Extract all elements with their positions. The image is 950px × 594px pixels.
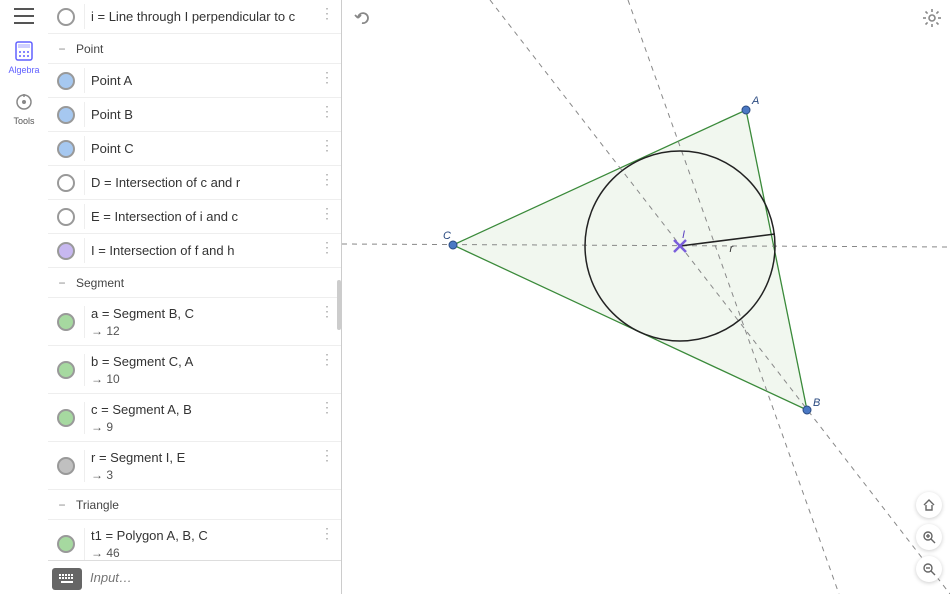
visibility-toggle[interactable] <box>57 535 75 553</box>
item-label: I = Intersection of f and h <box>84 238 341 263</box>
item-label: E = Intersection of i and c <box>84 204 341 229</box>
visibility-toggle[interactable] <box>57 72 75 90</box>
left-tool-strip: Algebra Tools <box>0 0 48 594</box>
collapse-icon[interactable]: − <box>54 42 70 56</box>
list-item-point-C[interactable]: Point C ⋮ <box>48 132 341 166</box>
list-item-point-E[interactable]: E = Intersection of i and c ⋮ <box>48 200 341 234</box>
list-item-point-I[interactable]: I = Intersection of f and h ⋮ <box>48 234 341 268</box>
algebra-panel: i = Line through I perpendicular to c ⋮ … <box>48 0 342 594</box>
list-item-point-B[interactable]: Point B ⋮ <box>48 98 341 132</box>
section-label: Segment <box>76 276 124 290</box>
more-icon[interactable]: ⋮ <box>320 525 333 542</box>
list-item-triangle-t1[interactable]: t1 = Polygon A, B, C → 46 ⋮ <box>48 520 341 560</box>
item-label: Point B <box>84 102 341 127</box>
list-item-line-i[interactable]: i = Line through I perpendicular to c ⋮ <box>48 0 341 34</box>
visibility-toggle[interactable] <box>57 174 75 192</box>
zoom-controls <box>916 492 942 582</box>
svg-text:B: B <box>813 397 820 409</box>
svg-text:C: C <box>443 230 451 242</box>
more-icon[interactable]: ⋮ <box>320 103 333 120</box>
collapse-icon[interactable]: − <box>54 276 70 290</box>
zoom-out-button[interactable] <box>916 556 942 582</box>
zoom-in-button[interactable] <box>916 524 942 550</box>
graphics-view[interactable]: rABCI <box>342 0 950 594</box>
section-label: Triangle <box>76 498 119 512</box>
section-header-segment[interactable]: − Segment <box>48 268 341 298</box>
item-label: Point C <box>84 136 341 161</box>
construction-svg: rABCI <box>342 0 950 594</box>
visibility-toggle[interactable] <box>57 208 75 226</box>
section-header-point[interactable]: − Point <box>48 34 341 64</box>
svg-text:I: I <box>682 229 685 241</box>
list-item-segment-r[interactable]: r = Segment I, E → 3 ⋮ <box>48 442 341 490</box>
item-label: a = Segment B, C <box>91 306 337 321</box>
item-label: D = Intersection of c and r <box>84 170 341 195</box>
item-value: → 3 <box>91 468 337 482</box>
collapse-icon[interactable]: − <box>54 498 70 512</box>
list-item-segment-b[interactable]: b = Segment C, A → 10 ⋮ <box>48 346 341 394</box>
item-value: → 9 <box>91 420 337 434</box>
more-icon[interactable]: ⋮ <box>320 69 333 86</box>
input-bar <box>48 560 341 594</box>
tools-icon <box>13 91 35 113</box>
visibility-toggle[interactable] <box>57 242 75 260</box>
item-value: → 10 <box>91 372 337 386</box>
item-label: c = Segment A, B <box>91 402 337 417</box>
more-icon[interactable]: ⋮ <box>320 303 333 320</box>
visibility-toggle[interactable] <box>57 361 75 379</box>
more-icon[interactable]: ⋮ <box>320 351 333 368</box>
more-icon[interactable]: ⋮ <box>320 137 333 154</box>
list-item-point-D[interactable]: D = Intersection of c and r ⋮ <box>48 166 341 200</box>
visibility-toggle[interactable] <box>57 106 75 124</box>
tab-algebra[interactable]: Algebra <box>8 40 39 75</box>
menu-icon[interactable] <box>14 8 34 24</box>
visibility-toggle[interactable] <box>57 8 75 26</box>
visibility-toggle[interactable] <box>57 140 75 158</box>
list-item-point-A[interactable]: Point A ⋮ <box>48 64 341 98</box>
visibility-toggle[interactable] <box>57 409 75 427</box>
item-value: → 46 <box>91 546 337 560</box>
section-header-triangle[interactable]: − Triangle <box>48 490 341 520</box>
list-item-segment-c[interactable]: c = Segment A, B → 9 ⋮ <box>48 394 341 442</box>
item-label: Point A <box>84 68 341 93</box>
item-label: t1 = Polygon A, B, C <box>91 528 337 543</box>
more-icon[interactable]: ⋮ <box>320 447 333 464</box>
more-icon[interactable]: ⋮ <box>320 239 333 256</box>
svg-text:A: A <box>751 95 759 107</box>
keyboard-button[interactable] <box>52 568 82 590</box>
item-label: r = Segment I, E <box>91 450 337 465</box>
tab-algebra-label: Algebra <box>8 65 39 75</box>
more-icon[interactable]: ⋮ <box>320 5 333 22</box>
more-icon[interactable]: ⋮ <box>320 399 333 416</box>
section-label: Point <box>76 42 103 56</box>
item-label: i = Line through I perpendicular to c <box>84 4 341 29</box>
algebra-input[interactable] <box>90 570 341 585</box>
item-value: → 12 <box>91 324 337 338</box>
calculator-icon <box>13 40 35 62</box>
scrollbar[interactable] <box>337 280 341 330</box>
tab-tools[interactable]: Tools <box>13 91 35 126</box>
more-icon[interactable]: ⋮ <box>320 205 333 222</box>
visibility-toggle[interactable] <box>57 457 75 475</box>
list-item-segment-a[interactable]: a = Segment B, C → 12 ⋮ <box>48 298 341 346</box>
algebra-list[interactable]: i = Line through I perpendicular to c ⋮ … <box>48 0 341 560</box>
more-icon[interactable]: ⋮ <box>320 171 333 188</box>
item-label: b = Segment C, A <box>91 354 337 369</box>
home-button[interactable] <box>916 492 942 518</box>
tab-tools-label: Tools <box>13 116 34 126</box>
visibility-toggle[interactable] <box>57 313 75 331</box>
